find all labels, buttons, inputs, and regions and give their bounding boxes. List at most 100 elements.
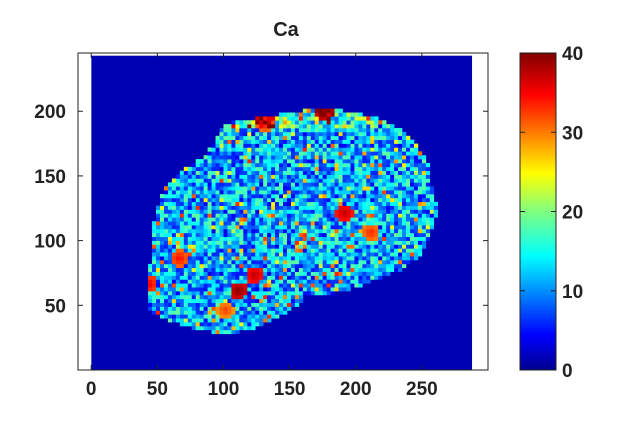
heatmap-cell (362, 131, 367, 137)
heatmap-cell (342, 155, 347, 160)
heatmap-cell (294, 170, 300, 175)
heatmap-cell (160, 205, 165, 210)
heatmap-cell (239, 260, 244, 265)
heatmap-cell (342, 217, 347, 222)
heatmap-cell (362, 240, 367, 245)
heatmap-cell (227, 326, 232, 331)
heatmap-cell (235, 252, 240, 257)
heatmap-cell (382, 166, 387, 172)
heatmap-cell (179, 283, 185, 288)
heatmap-cell (322, 213, 327, 218)
heatmap-cell (429, 213, 435, 218)
heatmap-cell (425, 221, 431, 226)
heatmap-cell (318, 228, 323, 234)
heatmap-cell (358, 194, 363, 199)
heatmap-cell (167, 228, 173, 234)
heatmap-cell (199, 209, 204, 214)
heatmap-cell (358, 147, 363, 152)
heatmap-cell (211, 155, 216, 160)
heatmap-cell (342, 170, 347, 175)
heatmap-cell (156, 244, 161, 249)
heatmap-cell (330, 190, 335, 195)
heatmap-cell (318, 248, 323, 253)
heatmap-cell (251, 151, 256, 156)
heatmap-cell (386, 260, 391, 265)
heatmap-cell (223, 275, 228, 280)
heatmap-cell (406, 256, 411, 261)
heatmap-cell (267, 232, 272, 238)
heatmap-cell (338, 236, 343, 241)
heatmap-cell (183, 166, 189, 172)
heatmap-cell (370, 186, 375, 191)
heatmap-cell (152, 260, 157, 265)
heatmap-cell (207, 271, 212, 276)
heatmap-cell (338, 139, 343, 144)
heatmap-cell (318, 112, 323, 117)
heatmap-cell (386, 182, 391, 187)
heatmap-cell (334, 131, 339, 137)
heatmap-cell (338, 283, 343, 288)
heatmap-cell (199, 310, 204, 315)
heatmap-cell (219, 147, 224, 152)
heatmap-cell (279, 197, 284, 203)
heatmap-cell (350, 263, 355, 269)
heatmap-cell (223, 294, 228, 300)
heatmap-cell (370, 271, 375, 276)
heatmap-cell (302, 197, 308, 203)
heatmap-cell (290, 298, 296, 304)
heatmap-cell (279, 178, 284, 183)
heatmap-cell (203, 322, 208, 327)
heatmap-cell (318, 287, 323, 292)
heatmap-cell (239, 155, 244, 160)
heatmap-cell (318, 166, 323, 172)
heatmap-cell (378, 225, 383, 230)
heatmap-cell (421, 162, 427, 168)
heatmap-cell (370, 124, 375, 129)
heatmap-cell (175, 302, 181, 307)
heatmap-cell (191, 260, 197, 265)
heatmap-cell (406, 159, 411, 164)
heatmap-cell (267, 217, 272, 222)
heatmap-cell (235, 267, 240, 272)
heatmap-cell (421, 178, 427, 183)
heatmap-cell (406, 221, 411, 226)
heatmap-cell (314, 279, 320, 284)
heatmap-cell (251, 228, 256, 234)
heatmap-cell (390, 182, 395, 187)
heatmap-cell (259, 244, 264, 249)
heatmap-cell (366, 131, 371, 137)
heatmap-cell (302, 283, 308, 288)
heatmap-cell (163, 228, 169, 234)
heatmap-cell (286, 275, 292, 280)
heatmap-cell (267, 314, 272, 319)
heatmap-cell (310, 232, 316, 238)
heatmap-cell (179, 306, 185, 311)
heatmap-cell (322, 201, 327, 206)
heatmap-cell (314, 283, 320, 288)
heatmap-cell (318, 182, 323, 187)
heatmap-cell (294, 302, 300, 307)
heatmap-cell (167, 205, 173, 210)
heatmap-cell (290, 139, 296, 144)
heatmap-cell (167, 225, 173, 230)
heatmap-cell (374, 151, 379, 156)
heatmap-cell (378, 275, 383, 280)
heatmap-cell (294, 131, 300, 137)
heatmap-cell (148, 279, 153, 284)
heatmap-cell (227, 124, 232, 129)
heatmap-cell (378, 194, 383, 199)
heatmap-cell (191, 240, 197, 245)
heatmap-cell (203, 306, 208, 311)
heatmap-cell (374, 178, 379, 183)
heatmap-cell (255, 267, 260, 272)
heatmap-cell (179, 298, 185, 304)
heatmap-cell (290, 271, 296, 276)
heatmap-cell (271, 314, 276, 319)
heatmap-cell (290, 221, 296, 226)
heatmap-cell (251, 298, 256, 304)
heatmap-cell (211, 201, 216, 206)
heatmap-cell (211, 225, 216, 230)
heatmap-cell (215, 205, 220, 210)
heatmap-cell (231, 213, 236, 218)
